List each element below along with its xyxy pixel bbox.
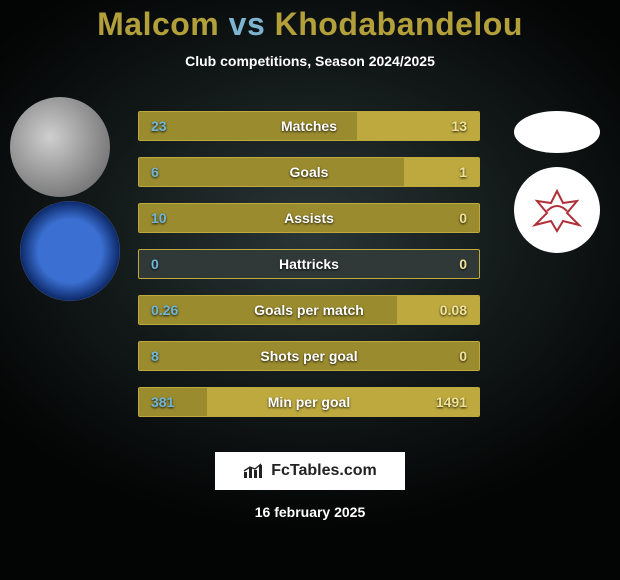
stat-bar-fill-left [139,158,404,186]
stat-bar-fill-left [139,112,357,140]
stat-bar-fill-left [139,204,479,232]
vs-text: vs [229,6,266,42]
comparison-date: 16 february 2025 [255,504,366,520]
stat-bar: 100Assists [138,203,480,233]
stat-bar-fill-left [139,388,207,416]
player1-avatar [10,97,110,197]
stat-bar-fill-right [397,296,479,324]
stat-label: Hattricks [139,250,479,278]
brand-chart-icon [243,463,265,479]
player1-club-logo [20,201,120,301]
brand-badge: FcTables.com [215,452,405,490]
stat-bar: 0.260.08Goals per match [138,295,480,325]
player1-name: Malcom [97,6,219,42]
stat-value-left: 0 [151,250,159,278]
stat-bars: 2313Matches61Goals100Assists00Hattricks0… [138,111,480,417]
stat-bar: 3811491Min per goal [138,387,480,417]
club-emblem-icon [527,187,587,233]
brand-text: FcTables.com [271,462,377,480]
stat-bar-fill-right [357,112,479,140]
player2-avatar [514,111,600,153]
player2-name: Khodabandelou [275,6,523,42]
page-title: Malcom vs Khodabandelou [97,6,523,43]
stat-bar: 61Goals [138,157,480,187]
stat-bar-fill-left [139,342,479,370]
stat-value-right: 0 [459,250,467,278]
stat-bar-fill-right [207,388,479,416]
stat-bar: 2313Matches [138,111,480,141]
stat-bar: 0 0Hattricks [138,249,480,279]
stat-bar-fill-left [139,296,397,324]
player2-club-logo [514,167,600,253]
season-subtitle: Club competitions, Season 2024/2025 [185,53,435,69]
stat-bar: 80Shots per goal [138,341,480,371]
stat-bar-fill-right [404,158,479,186]
